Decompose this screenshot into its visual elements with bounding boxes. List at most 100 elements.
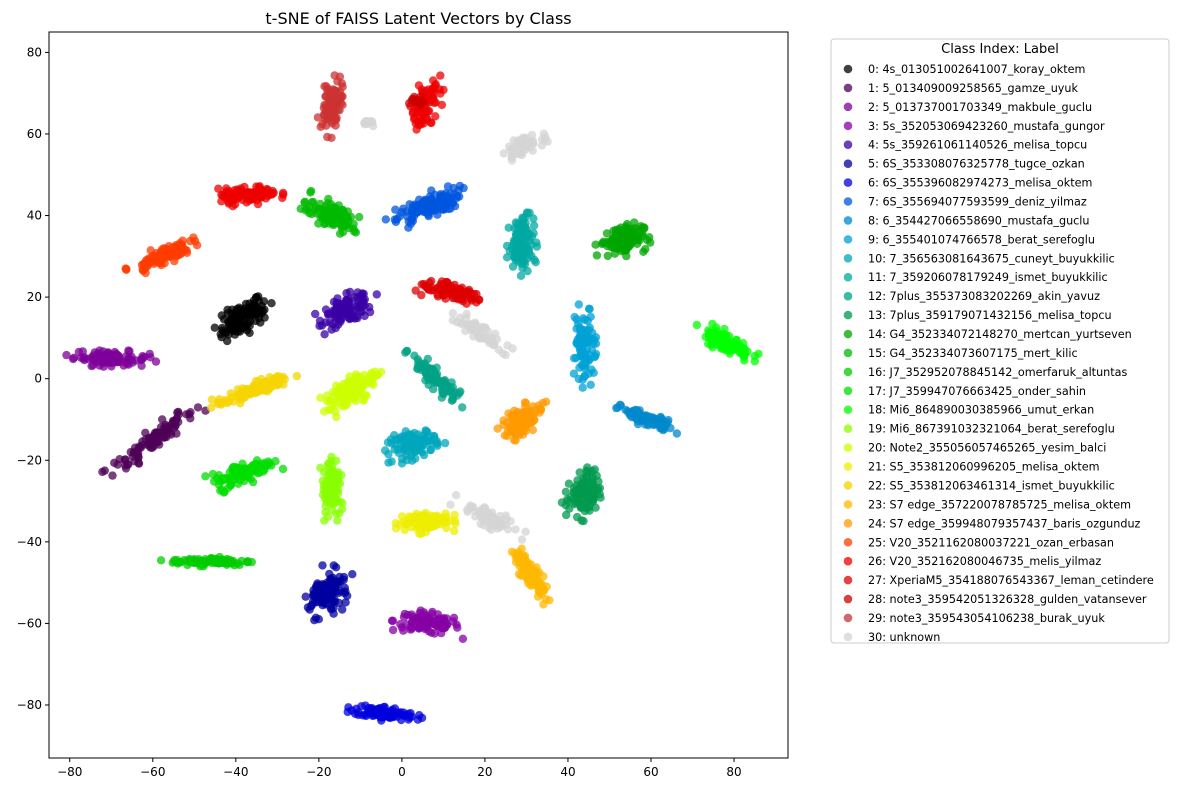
scatter-point xyxy=(229,326,238,335)
scatter-point xyxy=(388,625,398,635)
scatter-point xyxy=(183,560,192,570)
series-9 xyxy=(569,300,601,392)
scatter-point xyxy=(332,456,341,465)
scatter-point xyxy=(449,617,458,626)
legend-label: 7: 6S_355694077593599_deniz_yilmaz xyxy=(868,196,1087,209)
scatter-point xyxy=(332,509,341,518)
scatter-point xyxy=(450,510,459,520)
legend-marker xyxy=(843,500,853,509)
legend-label: 0: 4s_013051002641007_koray_oktem xyxy=(868,63,1085,76)
scatter-point xyxy=(243,189,252,198)
scatter-point xyxy=(463,287,473,296)
scatter-point xyxy=(704,326,713,335)
legend-marker xyxy=(843,83,853,93)
scatter-point xyxy=(480,507,489,516)
scatter-point xyxy=(305,605,314,614)
scatter-point xyxy=(561,487,571,496)
series-22 xyxy=(207,371,302,412)
scatter-point xyxy=(538,398,548,408)
scatter-point xyxy=(458,634,468,643)
scatter-point xyxy=(129,449,139,458)
scatter-point xyxy=(387,616,397,625)
scatter-point xyxy=(331,407,340,417)
scatter-point xyxy=(471,512,480,521)
scatter-point xyxy=(432,512,441,522)
scatter-point xyxy=(325,396,334,406)
scatter-point xyxy=(139,260,148,269)
legend-marker xyxy=(843,575,853,585)
scatter-point xyxy=(279,380,288,389)
scatter-point xyxy=(377,712,386,721)
scatter-point xyxy=(426,445,435,455)
series-18 xyxy=(692,319,763,366)
series-17 xyxy=(201,456,288,497)
legend-label: 4: 5s_359261061140526_melisa_topcu xyxy=(868,139,1087,152)
legend-marker xyxy=(843,424,853,433)
x-tick-label: −40 xyxy=(223,765,248,779)
scatter-point xyxy=(235,305,244,314)
scatter-point xyxy=(504,223,513,232)
scatter-point xyxy=(628,228,637,237)
scatter-point xyxy=(267,299,276,308)
scatter-point xyxy=(672,429,682,438)
scatter-point xyxy=(476,519,485,528)
scatter-point xyxy=(220,190,229,199)
scatter-point xyxy=(125,347,134,356)
legend-label: 17: J7_359947076663425_onder_sahin xyxy=(868,385,1086,398)
scatter-point xyxy=(321,305,331,314)
scatter-point xyxy=(323,586,332,595)
scatter-point xyxy=(241,309,250,318)
scatter-point xyxy=(644,419,653,428)
scatter-point xyxy=(585,304,594,314)
legend-marker xyxy=(843,386,853,396)
scatter-point xyxy=(241,322,250,331)
x-tick-label: 0 xyxy=(398,765,406,779)
y-tick-label: −20 xyxy=(17,453,42,467)
scatter-point xyxy=(572,315,581,324)
scatter-point xyxy=(429,365,438,375)
legend-marker xyxy=(843,291,853,301)
scatter-point xyxy=(345,287,355,297)
scatter-point xyxy=(397,715,406,725)
scatter-point xyxy=(519,216,528,225)
scatter-point xyxy=(455,181,465,191)
legend-label: 16: J7_352952078845142_omerfaruk_altunta… xyxy=(868,366,1127,379)
scatter-point xyxy=(173,557,182,567)
scatter-point xyxy=(218,326,227,335)
scatter-point xyxy=(399,443,408,453)
scatter-point xyxy=(396,620,405,629)
scatter-point xyxy=(401,427,410,436)
scatter-point xyxy=(339,379,348,389)
scatter-point xyxy=(306,186,316,196)
scatter-point xyxy=(333,77,342,86)
scatter-point xyxy=(191,558,201,567)
scatter-point xyxy=(508,262,518,271)
scatter-point xyxy=(331,563,341,572)
scatter-point xyxy=(314,615,323,624)
scatter-point xyxy=(252,381,262,390)
scatter-point xyxy=(580,371,589,380)
scatter-point xyxy=(366,117,375,126)
scatter-point xyxy=(448,393,457,403)
scatter-point xyxy=(323,199,333,208)
scatter-point xyxy=(219,558,228,568)
legend-label: 28: note3_359542051326328_gulden_vatanse… xyxy=(868,593,1147,606)
scatter-point xyxy=(415,529,424,538)
series-27 xyxy=(411,276,484,308)
scatter-point xyxy=(412,513,421,522)
scatter-point xyxy=(352,378,362,387)
scatter-point xyxy=(530,566,539,575)
series-11 xyxy=(502,208,542,280)
scatter-point xyxy=(278,464,288,474)
scatter-point xyxy=(590,488,599,498)
scatter-point xyxy=(171,415,180,425)
scatter-point xyxy=(447,378,456,387)
scatter-point xyxy=(328,119,337,128)
scatter-point xyxy=(231,315,240,325)
scatter-point xyxy=(437,100,447,110)
scatter-point xyxy=(340,589,349,598)
scatter-point xyxy=(536,405,546,414)
scatter-point xyxy=(335,572,344,582)
series-21 xyxy=(391,508,460,539)
